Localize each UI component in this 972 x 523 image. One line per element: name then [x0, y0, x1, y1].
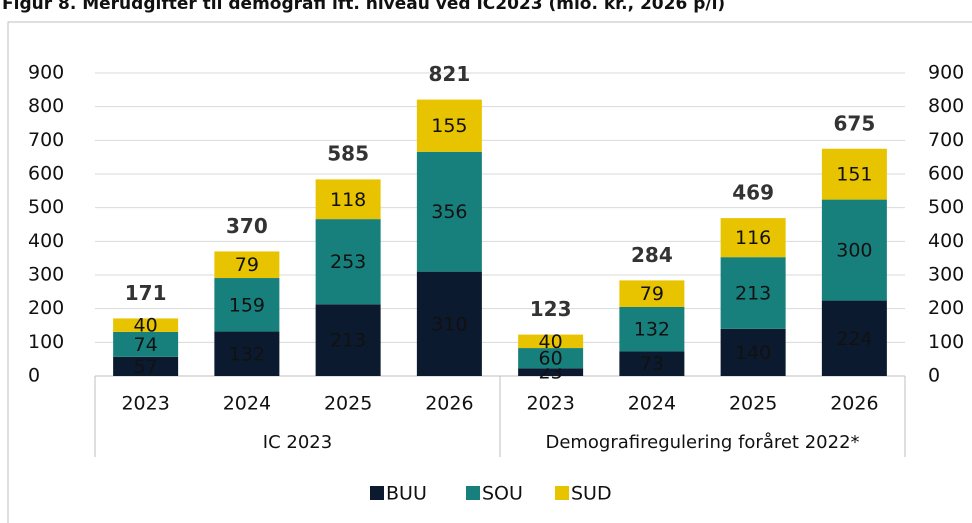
legend-swatch — [466, 486, 480, 500]
bar-segment — [113, 318, 179, 332]
data-label: 40 — [539, 331, 563, 353]
data-label: 300 — [836, 240, 872, 262]
bar-segment — [518, 368, 584, 376]
data-label: 356 — [431, 201, 467, 223]
bar-segment — [214, 331, 280, 376]
bar-segment — [315, 179, 381, 220]
data-label: 40 — [134, 315, 158, 337]
legend-swatch — [370, 486, 384, 500]
data-label: 140 — [735, 342, 771, 364]
bar-segment — [821, 199, 887, 301]
x-tick-label: 2025 — [729, 393, 777, 415]
y-tick-label: 0 — [28, 365, 40, 387]
y-tick-label: 800 — [28, 95, 64, 117]
data-label: 57 — [134, 356, 158, 378]
legend-label: SOU — [482, 483, 523, 505]
y2-tick-label: 700 — [928, 129, 964, 151]
bar-segment — [315, 219, 381, 305]
bar-segment — [315, 304, 381, 376]
bar-segment — [619, 306, 685, 352]
bar-segment — [416, 271, 482, 376]
data-label: 155 — [431, 115, 467, 137]
total-label: 675 — [834, 111, 876, 135]
y-tick-label: 400 — [28, 230, 64, 252]
y2-tick-label: 0 — [928, 365, 940, 387]
y-tick-label: 900 — [28, 62, 64, 84]
data-label: 151 — [836, 164, 872, 186]
bar-segment — [720, 328, 786, 376]
bar-segment — [113, 331, 179, 357]
bar-segment — [214, 278, 280, 332]
data-label: 60 — [539, 348, 563, 370]
y-tick-label: 300 — [28, 264, 64, 286]
total-label: 585 — [327, 142, 369, 166]
y-tick-label: 100 — [28, 331, 64, 353]
data-label: 73 — [640, 353, 664, 375]
data-label: 116 — [735, 227, 771, 249]
y2-tick-label: 800 — [928, 95, 964, 117]
data-label: 159 — [229, 294, 265, 316]
data-label: 79 — [640, 283, 664, 305]
total-label: 171 — [125, 281, 167, 305]
y-tick-label: 200 — [28, 297, 64, 319]
group-label: Demografiregulering foråret 2022* — [545, 432, 859, 453]
y2-tick-label: 100 — [928, 331, 964, 353]
y2-tick-label: 500 — [928, 196, 964, 218]
chart-title: Figur 8. Merudgifter til demografi ift. … — [2, 0, 725, 14]
bar-segment — [619, 351, 685, 376]
x-tick-label: 2026 — [425, 393, 473, 415]
total-label: 821 — [429, 62, 471, 86]
data-label: 213 — [330, 330, 366, 352]
data-label: 310 — [431, 313, 467, 335]
x-tick-label: 2023 — [121, 393, 169, 415]
x-tick-label: 2025 — [324, 393, 372, 415]
x-tick-label: 2024 — [223, 393, 271, 415]
x-tick-label: 2024 — [628, 393, 676, 415]
bar-segment — [720, 218, 786, 258]
y2-tick-label: 600 — [928, 163, 964, 185]
data-label: 224 — [836, 328, 872, 350]
y2-tick-label: 200 — [928, 297, 964, 319]
total-label: 469 — [732, 181, 774, 205]
bar-segment — [821, 148, 887, 200]
y-tick-label: 600 — [28, 163, 64, 185]
data-label: 132 — [229, 343, 265, 365]
y2-tick-label: 400 — [928, 230, 964, 252]
chart-frame — [7, 21, 972, 523]
bar-segment — [518, 334, 584, 349]
data-label: 74 — [134, 334, 158, 356]
bar-segment — [416, 99, 482, 152]
legend-swatch — [555, 486, 569, 500]
data-label: 118 — [330, 189, 366, 211]
total-label: 284 — [631, 243, 673, 267]
y-tick-label: 700 — [28, 129, 64, 151]
bar-segment — [113, 356, 179, 376]
y-tick-label: 500 — [28, 196, 64, 218]
y2-tick-label: 300 — [928, 264, 964, 286]
bar-segment — [416, 151, 482, 272]
total-label: 370 — [226, 214, 268, 238]
data-label: 79 — [235, 254, 259, 276]
bar-segment — [518, 348, 584, 369]
total-label: 123 — [530, 297, 572, 321]
legend-label: SUD — [571, 483, 612, 505]
data-label: 213 — [735, 283, 771, 305]
bar-segment — [821, 300, 887, 376]
y2-tick-label: 900 — [928, 62, 964, 84]
group-label: IC 2023 — [263, 432, 332, 453]
bar-segment — [214, 251, 280, 279]
x-tick-label: 2023 — [526, 393, 574, 415]
data-label: 132 — [634, 319, 670, 341]
bar-segment — [619, 280, 685, 307]
legend-label: BUU — [386, 483, 427, 505]
data-label: 253 — [330, 251, 366, 273]
x-tick-label: 2026 — [830, 393, 878, 415]
bar-segment — [720, 257, 786, 329]
